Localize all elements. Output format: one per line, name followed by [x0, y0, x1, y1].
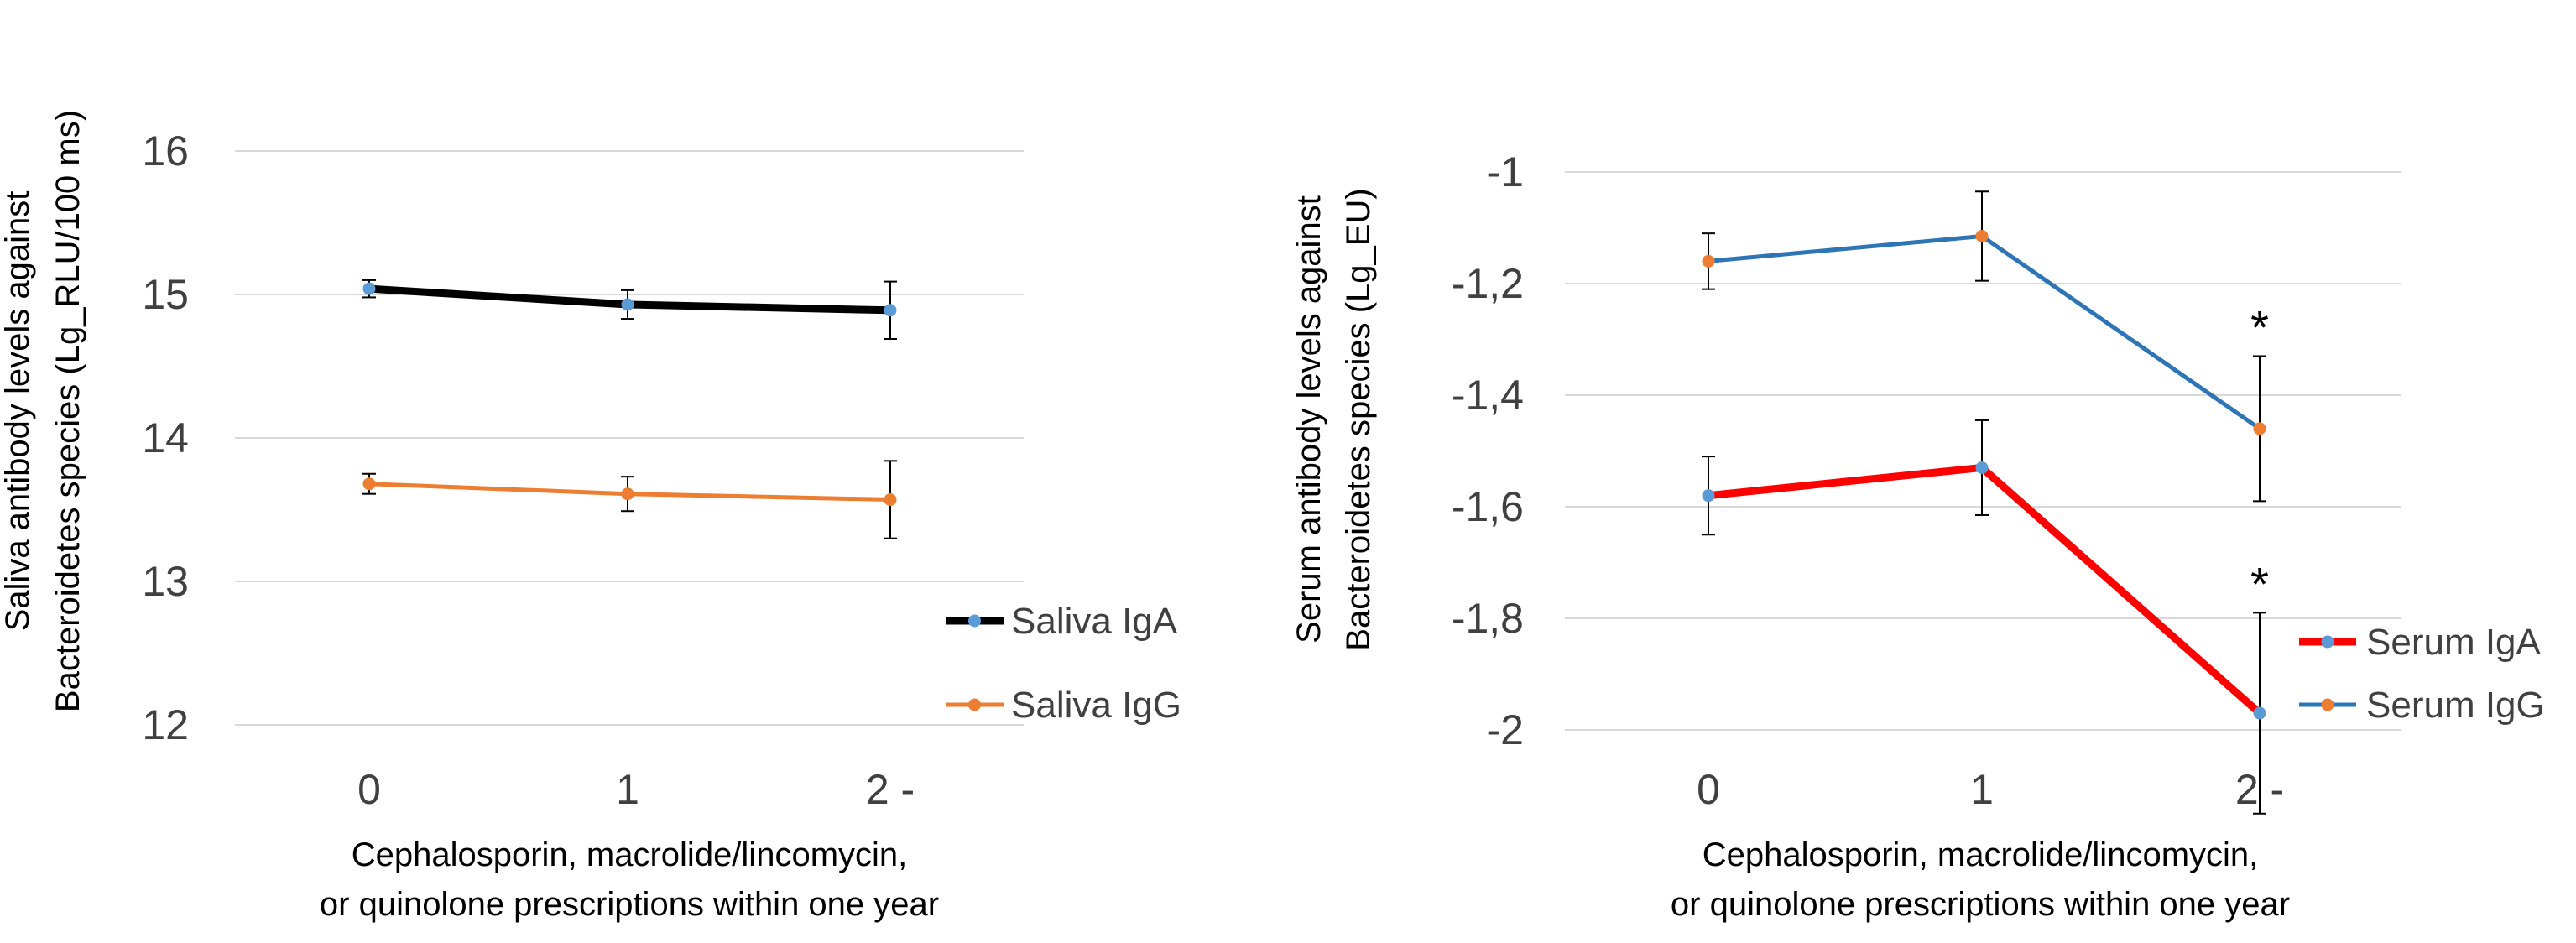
x-tick-label: 0: [357, 766, 381, 813]
x-tick-label: 1: [616, 766, 639, 813]
data-point-saliva-igg: [884, 493, 897, 507]
x-tick-label: 2 -: [866, 766, 915, 813]
data-point-serum-igg: [1975, 229, 1989, 242]
y-tick-label: 13: [142, 558, 189, 605]
significance-marker: *: [2250, 557, 2269, 610]
x-axis-title: Cephalosporin, macrolide/lincomycin,: [1703, 836, 2259, 873]
series-line-saliva-igg: [367, 482, 630, 497]
y-tick-label: -1,6: [1452, 483, 1524, 530]
data-point-saliva-igg: [362, 477, 376, 491]
data-point-serum-iga: [2253, 706, 2266, 720]
legend-label: Saliva IgA: [1011, 601, 1178, 642]
x-axis-title: Cephalosporin, macrolide/lincomycin,: [352, 836, 908, 873]
significance-marker: *: [2250, 300, 2269, 353]
y-tick-label: -1,4: [1452, 372, 1524, 419]
y-tick-label: -1,8: [1452, 595, 1524, 642]
x-axis-title: or quinolone prescriptions within one ye…: [320, 886, 939, 923]
data-point-serum-iga: [1702, 489, 1715, 503]
series-line-serum-igg: [1706, 233, 1984, 263]
x-tick-label: 1: [1970, 766, 1994, 813]
series-line-saliva-iga: [623, 300, 894, 315]
data-point-saliva-iga: [362, 282, 376, 295]
series-line-serum-iga: [1704, 463, 1986, 500]
legend-label: Saliva IgG: [1011, 685, 1181, 726]
data-point-serum-igg: [2253, 422, 2266, 435]
y-tick-label: -1,2: [1452, 260, 1524, 307]
legend-marker-saliva-igg: [968, 698, 981, 711]
legend-marker-serum-igg: [2321, 698, 2334, 711]
y-axis-title: Bacteroidetes species (Lg_RLU/100 ms): [50, 110, 86, 712]
data-point-serum-igg: [1702, 254, 1715, 268]
serum-antibody-chart: -2-1,8-1,6-1,4-1,2-10 1 2 -Serum antibody …: [1291, 148, 2545, 923]
y-axis-title: Serum antibody levels against: [1291, 195, 1327, 643]
series-line-serum-iga: [1978, 463, 2264, 717]
y-tick-label: -2: [1487, 706, 1524, 753]
data-point-saliva-iga: [884, 304, 897, 317]
x-tick-label: 0: [1697, 766, 1720, 813]
y-axis-title: Bacteroidetes species (Lg_EU): [1340, 188, 1377, 650]
legend-label: Serum IgA: [2366, 622, 2542, 663]
data-point-saliva-iga: [621, 298, 634, 311]
y-tick-label: 16: [142, 128, 189, 175]
y-tick-label: 15: [142, 271, 189, 318]
y-tick-label: -1: [1487, 148, 1524, 195]
y-tick-label: 12: [142, 701, 189, 748]
x-axis-title: or quinolone prescriptions within one ye…: [1671, 886, 2290, 923]
series-line-saliva-igg: [625, 492, 893, 503]
saliva-antibody-chart: 12 13 14 15 16 0 1 2 - Saliva antibody levels ag…: [0, 110, 1181, 923]
legend-label: Serum IgG: [2366, 685, 2545, 726]
series-line-saliva-iga: [365, 284, 632, 309]
data-point-serum-iga: [1975, 461, 1989, 474]
legend-marker-saliva-iga: [968, 614, 981, 628]
data-point-saliva-igg: [621, 487, 634, 501]
y-tick-label: 14: [142, 414, 189, 461]
legend-marker-serum-iga: [2321, 635, 2334, 649]
y-axis-title: Saliva antibody levels against: [0, 191, 36, 632]
series-line-serum-igg: [1979, 233, 2262, 431]
